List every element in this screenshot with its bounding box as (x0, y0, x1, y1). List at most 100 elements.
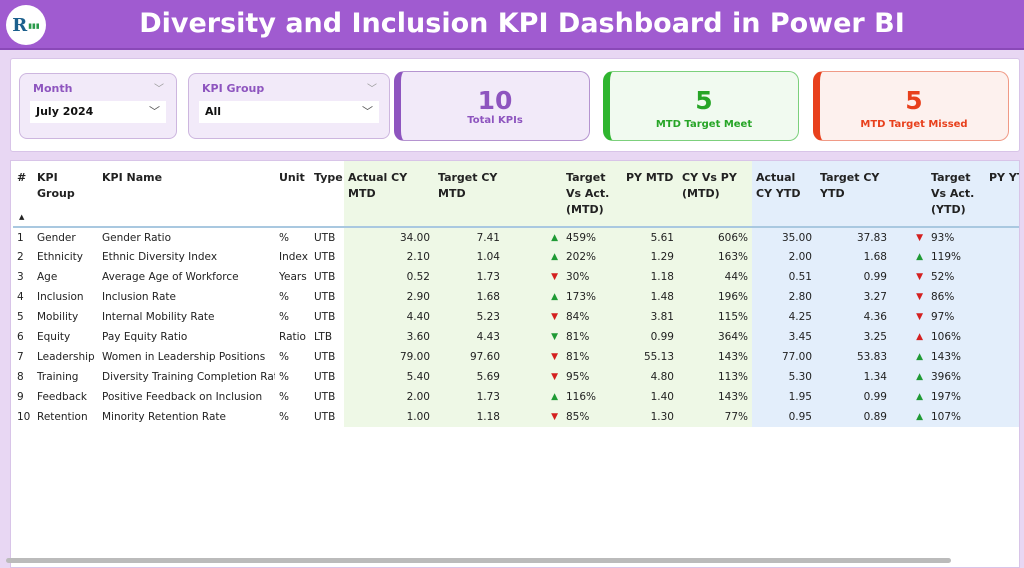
kpi-name-cell: Internal Mobility Rate (102, 311, 215, 323)
kpi-group-cell: Equity (37, 331, 71, 343)
actual-cy-mtd-cell: 2.00 (344, 387, 434, 407)
py-ytd-cell: 0. (985, 407, 1019, 427)
table-row[interactable]: 10 Retention Minority Retention Rate% UTB 1.… (13, 407, 1019, 427)
column-header-type[interactable]: Type (310, 161, 344, 228)
column-header-target-cy-ytd[interactable]: Target CY YTD (816, 161, 891, 228)
py-ytd-cell: 2. (985, 287, 1019, 307)
py-mtd-cell: 4.80 (622, 367, 678, 387)
actual-cy-mtd-cell: 1.00 (344, 407, 434, 427)
column-header-ytd-status[interactable] (891, 161, 927, 228)
column-header-row-number[interactable]: # (13, 161, 33, 228)
kpi-name-cell: Pay Equity Ratio (102, 331, 188, 343)
filter-panel: Month ﹀ July 2024 ﹀ KPI Group ﹀ All ﹀ 10 T… (10, 58, 1020, 152)
table-row[interactable]: 8 Training Diversity Training Completion R… (13, 367, 1019, 387)
table-row[interactable]: 5 Mobility Internal Mobility Rate% UTB 4.40 5… (13, 307, 1019, 327)
target-vs-act-ytd-cell: 52% (927, 267, 985, 287)
column-header-cy-vs-py-mtd[interactable]: CY Vs PY (MTD) (678, 161, 752, 228)
row-number-cell: 4 (17, 291, 24, 303)
page-title: Diversity and Inclusion KPI Dashboard in… (139, 8, 905, 39)
actual-cy-ytd-cell: 0.95 (752, 407, 816, 427)
row-number-cell: 9 (17, 391, 24, 403)
column-header-target-cy-mtd[interactable]: Target CY MTD (434, 161, 504, 228)
kpi-table-panel: # KPI Group KPI Name Unit Type Actual CY MTD T… (10, 160, 1020, 568)
target-vs-act-mtd-cell: 85% (562, 407, 622, 427)
row-number-cell: 5 (17, 311, 24, 323)
triangle-up-icon: ▲ (891, 247, 927, 267)
triangle-down-icon: ▼ (504, 367, 562, 387)
target-cy-ytd-cell: 4.36 (816, 307, 891, 327)
target-vs-act-ytd-cell: 107% (927, 407, 985, 427)
column-header-target-vs-act-mtd[interactable]: Target Vs Act. (MTD) (562, 161, 622, 228)
sort-ascending-icon[interactable]: ▲ (19, 213, 25, 221)
kpi-group-cell: Age (37, 271, 58, 283)
column-header-unit[interactable]: Unit (275, 161, 310, 228)
column-header-target-vs-act-ytd[interactable]: Target Vs Act. (YTD) (927, 161, 985, 228)
actual-cy-ytd-cell: 77.00 (752, 347, 816, 367)
cy-vs-py-mtd-cell: 115% (678, 307, 752, 327)
target-cy-ytd-cell: 0.99 (816, 387, 891, 407)
target-cy-mtd-cell: 1.68 (434, 287, 504, 307)
triangle-up-icon: ▲ (891, 327, 927, 347)
kpi-name-cell: Women in Leadership Positions (102, 351, 266, 363)
target-vs-act-mtd-cell: 81% (562, 347, 622, 367)
chevron-down-icon: ﹀ (362, 105, 373, 118)
target-cy-ytd-cell: 0.89 (816, 407, 891, 427)
kpi-table: # KPI Group KPI Name Unit Type Actual CY MTD T… (13, 161, 1019, 427)
column-header-py-mtd[interactable]: PY MTD (622, 161, 678, 228)
column-header-mtd-status[interactable] (504, 161, 562, 228)
table-row[interactable]: 6 Equity Pay Equity Ratio Ratio LTB 3.60 4.43 ▼… (13, 327, 1019, 347)
column-header-kpi-group[interactable]: KPI Group (33, 161, 98, 228)
target-cy-mtd-cell: 1.18 (434, 407, 504, 427)
kpi-name-cell: Inclusion Rate (102, 291, 176, 303)
target-cy-ytd-cell: 53.83 (816, 347, 891, 367)
unit-cell: % (279, 371, 289, 383)
type-cell: UTB (314, 391, 336, 403)
column-header-kpi-name[interactable]: KPI Name (98, 161, 275, 228)
column-header-actual-cy-mtd[interactable]: Actual CY MTD (344, 161, 434, 228)
target-vs-act-mtd-cell: 30% (562, 267, 622, 287)
target-vs-act-mtd-cell: 202% (562, 247, 622, 267)
table-row[interactable]: 9 Feedback Positive Feedback on Inclusion%… (13, 387, 1019, 407)
table-row[interactable]: 2 Ethnicity Ethnic Diversity Index Index UTB… (13, 247, 1019, 267)
row-number-cell: 7 (17, 351, 24, 363)
table-row[interactable]: 1 Gender Gender Ratio% UTB 34.00 7.41 ▲ 459% 5.6… (13, 227, 1019, 247)
target-cy-mtd-cell: 5.23 (434, 307, 504, 327)
target-vs-act-mtd-cell: 81% (562, 327, 622, 347)
target-vs-act-mtd-cell: 459% (562, 227, 622, 247)
column-header-actual-cy-ytd[interactable]: Actual CY YTD (752, 161, 816, 228)
triangle-down-icon: ▼ (891, 227, 927, 247)
type-cell: UTB (314, 411, 336, 423)
row-number-cell: 2 (17, 251, 24, 263)
kpi-group-cell: Gender (37, 231, 76, 244)
table-row[interactable]: 3 Age Average Age of Workforce Years UTB 0.52… (13, 267, 1019, 287)
month-dropdown[interactable]: July 2024 ﹀ (30, 101, 166, 123)
triangle-up-icon: ▲ (891, 387, 927, 407)
kpi-group-cell: Ethnicity (37, 251, 83, 263)
type-cell: UTB (314, 311, 336, 323)
kpi-group-cell: Mobility (37, 311, 79, 323)
target-vs-act-ytd-cell: 143% (927, 347, 985, 367)
unit-cell: Ratio (279, 331, 306, 343)
kpi-group-value: All (205, 105, 222, 118)
actual-cy-mtd-cell: 4.40 (344, 307, 434, 327)
type-cell: LTB (314, 331, 333, 343)
unit-cell: Years (279, 271, 307, 283)
collapse-chevron-icon[interactable]: ﹀ (367, 84, 377, 95)
table-row[interactable]: 4 Inclusion Inclusion Rate% UTB 2.90 1.68 ▲ 173… (13, 287, 1019, 307)
target-cy-ytd-cell: 1.68 (816, 247, 891, 267)
collapse-chevron-icon[interactable]: ﹀ (154, 84, 164, 95)
py-mtd-cell: 1.18 (622, 267, 678, 287)
horizontal-scrollbar[interactable] (6, 558, 951, 563)
kpi-name-cell: Positive Feedback on Inclusion (102, 391, 263, 403)
py-mtd-cell: 1.30 (622, 407, 678, 427)
kpi-name-cell: Average Age of Workforce (102, 271, 239, 283)
mtd-target-missed-card: 5 MTD Target Missed (813, 71, 1009, 141)
mtd-target-meet-card: 5 MTD Target Meet (603, 71, 799, 141)
triangle-down-icon: ▼ (504, 347, 562, 367)
target-cy-mtd-cell: 1.73 (434, 267, 504, 287)
column-header-py-ytd[interactable]: PY YTD (985, 161, 1019, 228)
target-cy-ytd-cell: 3.25 (816, 327, 891, 347)
target-vs-act-ytd-cell: 119% (927, 247, 985, 267)
table-row[interactable]: 7 Leadership Women in Leadership Positions… (13, 347, 1019, 367)
kpi-group-dropdown[interactable]: All ﹀ (199, 101, 379, 123)
